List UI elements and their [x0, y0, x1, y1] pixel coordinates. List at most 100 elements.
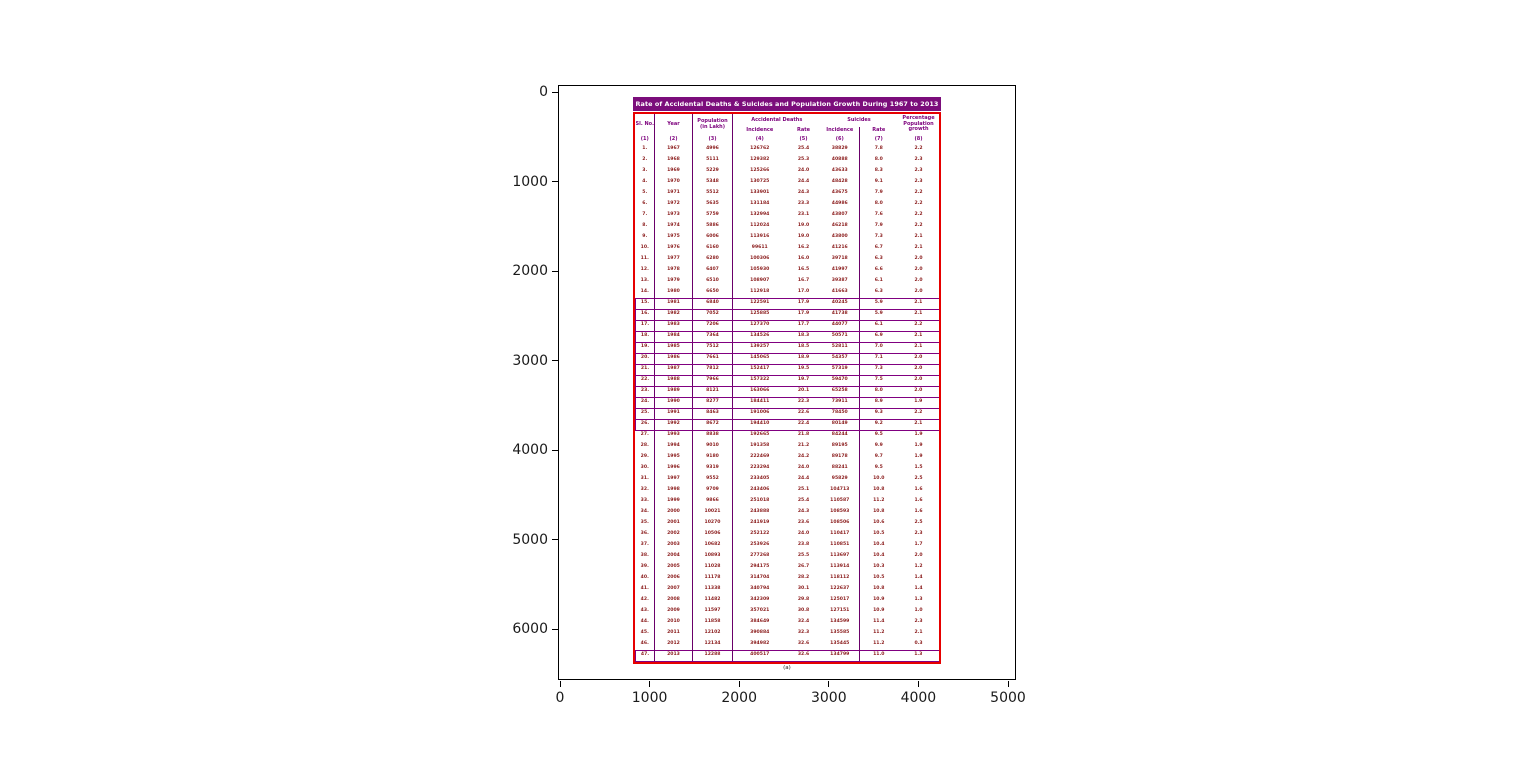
table-cell: 0.3: [914, 640, 923, 646]
table-cell: 10682: [692, 540, 733, 551]
column-number: (7): [874, 135, 883, 142]
table-cell: 19.: [635, 341, 655, 354]
table-cell: 5512: [692, 188, 733, 199]
table-cell: 108593: [820, 507, 861, 518]
table-cell: 65258: [820, 385, 861, 398]
col-header-growth: Percentage Population growth: [902, 114, 935, 133]
table-cell: 16.2: [797, 245, 810, 251]
table-cell: 2.2: [897, 319, 939, 332]
table-cell: 10021: [692, 507, 733, 518]
table-caption: (a): [783, 665, 791, 671]
table-cell: 152417: [732, 363, 787, 376]
table-cell: 35.: [635, 518, 655, 529]
table-cell: 7.1: [859, 352, 898, 365]
x-tick-mark: [649, 681, 651, 687]
table-cell: 23.1: [797, 212, 810, 218]
table-cell: 1.0: [914, 608, 923, 614]
table-cell: 27.: [635, 430, 655, 441]
table-cell: 40888: [820, 155, 861, 166]
table-cell: 10.0: [873, 476, 885, 482]
x-tick-mark: [1007, 681, 1009, 687]
table-cell: 2012: [654, 639, 693, 650]
table-cell: 2.0: [897, 385, 939, 398]
table-cell: 1.9: [914, 443, 923, 449]
table-cell: 42.: [635, 595, 655, 606]
table-cell: 8277: [692, 396, 733, 409]
table-cell: 1.6: [914, 498, 923, 504]
table-row: 33. 1999 9866 251018 25.4 110587 11.2 1.6: [635, 496, 940, 507]
table-cell: 17.: [635, 319, 655, 332]
table-cell: 7661: [692, 352, 733, 365]
table-cell: 2.0: [914, 256, 923, 262]
table-cell: 25.3: [797, 157, 810, 163]
table-cell: 1.7: [914, 542, 923, 548]
table-cell: 3.: [635, 166, 655, 177]
table-cell: 134526: [732, 330, 787, 343]
table-cell: 88241: [820, 463, 861, 474]
table-cell: 9.9: [874, 443, 883, 449]
table-cell: 11178: [692, 573, 733, 584]
table-cell: 50571: [820, 330, 861, 343]
table-cell: 253926: [750, 542, 770, 548]
table-cell: 52811: [820, 341, 861, 354]
table-row: 20. 1986 7661 145065 18.9 54357 7.1 2.0: [635, 352, 939, 365]
table-cell: 11.2: [873, 640, 885, 646]
table-cell: 127151: [820, 606, 861, 617]
table-cell: 11858: [692, 617, 733, 628]
table-cell: 39.: [635, 562, 655, 573]
table-cell: 2007: [654, 584, 693, 595]
y-tick-mark: [552, 539, 558, 540]
y-tick-label: 3000: [512, 352, 548, 369]
table-cell: 10506: [692, 529, 733, 540]
col-header-sui-rate: Rate: [872, 127, 886, 134]
table-cell: 243406: [750, 487, 770, 493]
table-row: 14. 1980 6650 112918 17.0 41663 6.3 2.0: [635, 287, 940, 298]
table-cell: 10.5: [873, 531, 885, 537]
table-cell: 1974: [654, 221, 693, 232]
table-row: 31. 1997 9552 233405 24.4 95829 10.0 2.5: [635, 474, 940, 485]
table-cell: 6650: [692, 287, 733, 298]
table-cell: 6.3: [874, 288, 883, 294]
x-tick-label: 1000: [631, 690, 668, 706]
table-cell: 1977: [654, 254, 693, 265]
table-row: 11. 1977 6280 100306 16.0 39718 6.3 2.0: [635, 254, 940, 265]
table-cell: 41997: [820, 265, 861, 276]
table-cell: 6.1: [859, 319, 898, 332]
table-cell: 18.5: [786, 341, 821, 354]
table-cell: 1990: [654, 396, 693, 409]
col-header-sui-incidence: Incidence: [820, 127, 861, 135]
table-cell: 108907: [750, 278, 770, 284]
table-row: 38. 2004 10893 277268 25.5 113697 10.4 2.0: [635, 551, 940, 562]
table-cell: 9709: [692, 485, 733, 496]
data-table: Sl. No. Year Population (in Lakh) Accide…: [635, 114, 940, 662]
table-cell: 6.7: [874, 245, 883, 251]
table-cell: 133901: [750, 190, 770, 196]
table-cell: 110851: [820, 540, 861, 551]
table-cell: 9866: [692, 496, 733, 507]
table-cell: 2.1: [897, 330, 939, 343]
table-row: 2. 1968 5111 129382 25.3 40888 8.0 2.3: [635, 155, 940, 166]
table-cell: 122637: [820, 584, 861, 595]
table-cell: 17.0: [797, 288, 810, 294]
table-row: 42. 2008 11482 342309 29.8 125017 10.9 1.3: [635, 595, 940, 606]
table-cell: 32.3: [797, 630, 810, 636]
table-cell: 44.: [635, 617, 655, 628]
table-cell: 125017: [820, 595, 861, 606]
table-cell: 2.1: [897, 308, 939, 321]
table-cell: 24.: [635, 396, 655, 409]
table-row: 26. 1992 8672 194410 22.4 80149 9.2 2.1: [635, 418, 939, 431]
table-cell: 1.9: [914, 454, 923, 460]
table-cell: 1969: [654, 166, 693, 177]
table-cell: 6.1: [874, 278, 883, 284]
table-cell: 1968: [654, 155, 693, 166]
table-cell: 1986: [654, 352, 693, 365]
table-cell: 11.0: [859, 649, 898, 662]
table-cell: 10.9: [873, 597, 885, 603]
y-tick-label: 4000: [512, 442, 548, 458]
table-cell: 29.8: [797, 597, 810, 603]
table-cell: 2.3: [914, 531, 923, 537]
table-cell: 1987: [654, 363, 693, 376]
table-cell: 2006: [654, 573, 693, 584]
table-cell: 18.9: [786, 352, 821, 365]
table-cell: 30.8: [797, 608, 810, 614]
